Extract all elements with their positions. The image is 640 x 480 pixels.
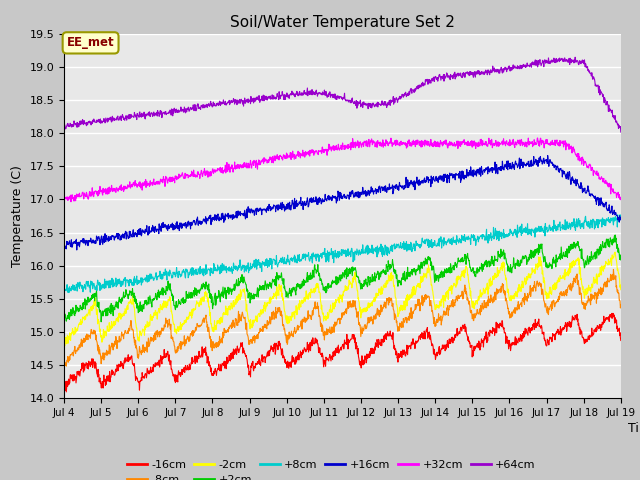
-8cm xyxy=(63,363,70,369)
+8cm xyxy=(502,234,509,240)
Y-axis label: Temperature (C): Temperature (C) xyxy=(11,165,24,267)
-16cm xyxy=(63,389,70,395)
-16cm xyxy=(184,367,192,373)
+64cm xyxy=(184,107,191,112)
-2cm xyxy=(171,327,179,333)
-8cm xyxy=(502,295,509,301)
+16cm xyxy=(552,164,559,169)
+32cm xyxy=(502,141,509,146)
-16cm xyxy=(551,337,559,343)
Line: +8cm: +8cm xyxy=(64,215,621,292)
+16cm xyxy=(617,215,625,220)
+2cm xyxy=(617,257,625,263)
-8cm xyxy=(610,266,618,272)
-8cm xyxy=(429,313,437,319)
+32cm xyxy=(61,199,68,204)
+2cm xyxy=(502,255,509,261)
+2cm xyxy=(551,261,559,266)
+32cm xyxy=(429,142,437,147)
Line: +64cm: +64cm xyxy=(64,57,621,132)
+64cm xyxy=(429,78,436,84)
+32cm xyxy=(246,157,254,163)
-8cm xyxy=(60,359,68,364)
-16cm xyxy=(246,374,254,380)
+8cm xyxy=(429,240,437,245)
Legend: -16cm, -8cm, -2cm, +2cm, +8cm, +16cm, +32cm, +64cm: -16cm, -8cm, -2cm, +2cm, +8cm, +16cm, +3… xyxy=(122,455,540,480)
Text: EE_met: EE_met xyxy=(67,36,115,49)
-2cm xyxy=(551,287,559,293)
+8cm xyxy=(171,269,179,275)
-8cm xyxy=(246,338,254,344)
+2cm xyxy=(429,264,437,270)
Line: -8cm: -8cm xyxy=(64,269,621,366)
+64cm xyxy=(60,122,68,128)
-16cm xyxy=(60,387,68,393)
-2cm xyxy=(617,287,625,292)
+32cm xyxy=(617,197,625,203)
+16cm xyxy=(544,153,552,158)
+32cm xyxy=(552,143,559,148)
-16cm xyxy=(617,337,625,343)
+2cm xyxy=(246,294,254,300)
+2cm xyxy=(97,319,105,324)
+32cm xyxy=(60,198,68,204)
X-axis label: Time: Time xyxy=(628,422,640,435)
+16cm xyxy=(184,219,192,225)
-2cm xyxy=(61,343,68,348)
Line: +2cm: +2cm xyxy=(64,235,621,322)
-2cm xyxy=(502,277,509,283)
+16cm xyxy=(171,227,179,232)
-8cm xyxy=(171,343,179,349)
+64cm xyxy=(551,56,559,62)
+64cm xyxy=(572,54,579,60)
+2cm xyxy=(60,315,68,321)
-16cm xyxy=(502,340,509,346)
Line: +32cm: +32cm xyxy=(64,138,621,202)
+64cm xyxy=(502,66,509,72)
-8cm xyxy=(184,337,192,343)
+64cm xyxy=(246,97,254,103)
-16cm xyxy=(171,378,179,384)
+8cm xyxy=(551,225,559,231)
+2cm xyxy=(184,296,192,301)
+8cm xyxy=(60,286,68,292)
+16cm xyxy=(246,210,254,216)
Line: -2cm: -2cm xyxy=(64,252,621,346)
-2cm xyxy=(60,341,68,347)
-16cm xyxy=(609,311,617,316)
+2cm xyxy=(171,302,179,308)
-16cm xyxy=(429,344,437,350)
-2cm xyxy=(184,314,192,320)
Line: -16cm: -16cm xyxy=(64,313,621,392)
+8cm xyxy=(246,260,254,266)
-2cm xyxy=(246,316,254,322)
+64cm xyxy=(617,129,625,135)
+8cm xyxy=(184,275,192,281)
-2cm xyxy=(429,292,437,298)
+32cm xyxy=(171,180,179,186)
+64cm xyxy=(170,105,178,111)
+32cm xyxy=(184,175,192,181)
-8cm xyxy=(617,302,625,308)
+8cm xyxy=(617,213,625,218)
-2cm xyxy=(611,249,619,255)
+8cm xyxy=(65,289,72,295)
+8cm xyxy=(616,212,624,217)
Line: +16cm: +16cm xyxy=(64,156,621,250)
+2cm xyxy=(612,232,620,238)
+16cm xyxy=(60,245,68,251)
-8cm xyxy=(551,302,559,308)
+16cm xyxy=(502,164,509,170)
+16cm xyxy=(429,176,437,182)
Title: Soil/Water Temperature Set 2: Soil/Water Temperature Set 2 xyxy=(230,15,455,30)
+32cm xyxy=(534,135,541,141)
+16cm xyxy=(73,247,81,253)
